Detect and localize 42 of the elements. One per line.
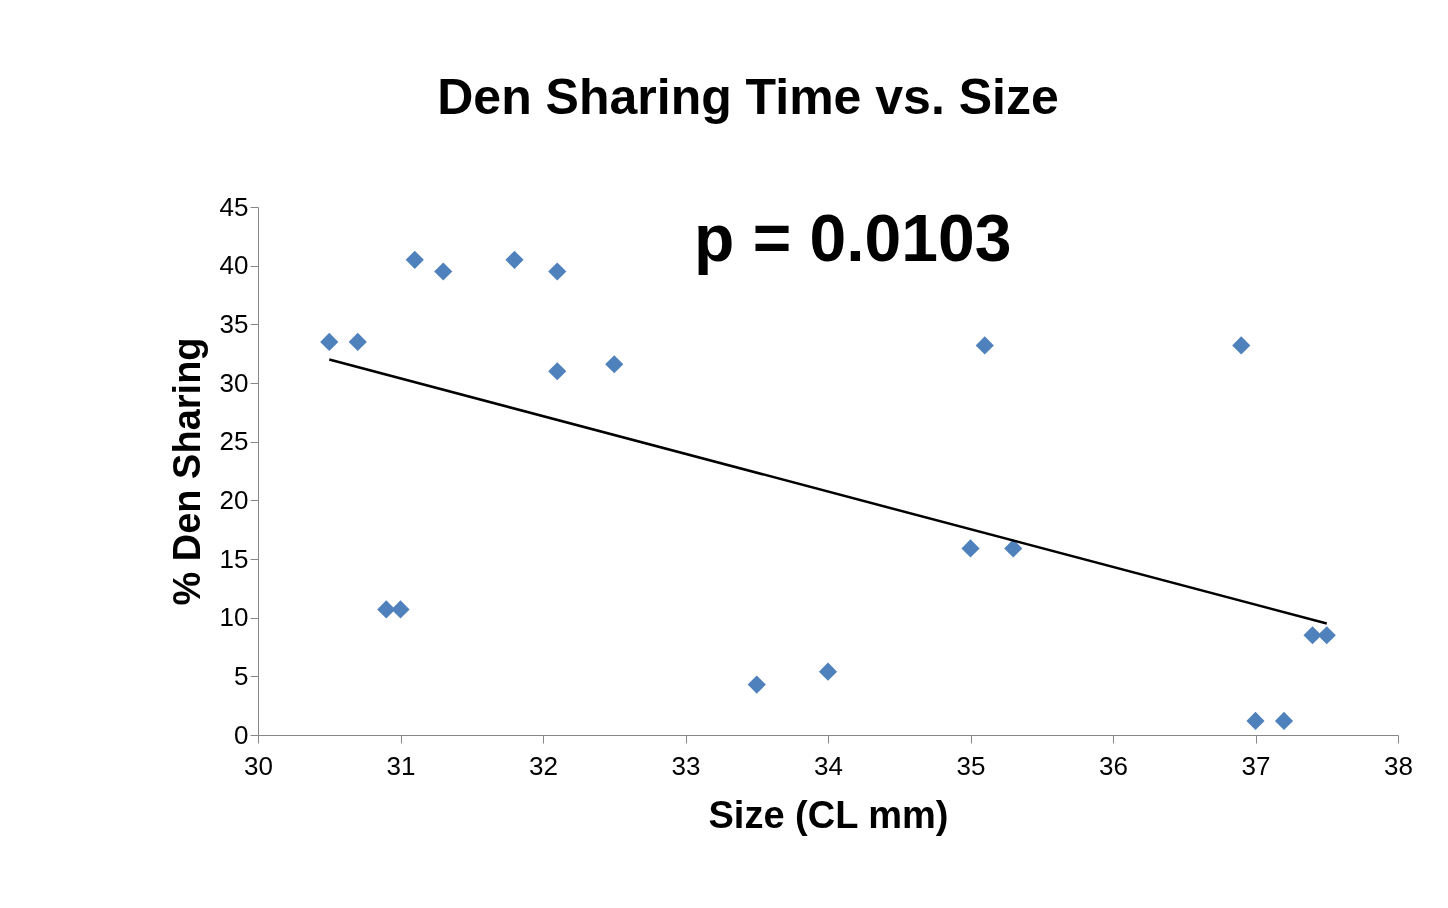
point bbox=[1274, 711, 1294, 730]
point bbox=[377, 600, 396, 619]
y-tick-label: 0 bbox=[234, 719, 249, 750]
point bbox=[1004, 539, 1023, 558]
x-tick-label: 32 bbox=[529, 750, 558, 781]
annotation: p = 0.0103 bbox=[694, 201, 1012, 275]
point bbox=[320, 332, 339, 352]
point bbox=[818, 662, 838, 681]
point bbox=[391, 600, 410, 619]
point bbox=[548, 362, 567, 381]
x-tick-label: 35 bbox=[956, 750, 986, 781]
y-tick-label: 40 bbox=[219, 250, 249, 281]
y-axis-title: % Den Sharing bbox=[165, 337, 208, 606]
point bbox=[548, 262, 567, 281]
x-tick-label: 38 bbox=[1384, 750, 1413, 781]
x-axis-title: Size (CL mm) bbox=[708, 793, 949, 836]
point bbox=[1246, 711, 1265, 730]
chart-title: Den Sharing Time vs. Size bbox=[437, 69, 1059, 125]
point bbox=[434, 262, 453, 281]
x-tick-label: 37 bbox=[1241, 750, 1271, 781]
point bbox=[975, 336, 994, 355]
x-tick-label: 34 bbox=[814, 750, 843, 781]
y-tick-label: 15 bbox=[219, 543, 249, 574]
y-tick-label: 20 bbox=[219, 484, 249, 515]
point bbox=[1232, 336, 1251, 355]
point bbox=[747, 675, 766, 694]
x-tick-label: 31 bbox=[386, 750, 416, 781]
point bbox=[505, 250, 524, 269]
y-tick-label: 30 bbox=[219, 367, 249, 398]
point bbox=[1303, 626, 1322, 645]
point bbox=[605, 355, 624, 374]
y-tick-label: 25 bbox=[219, 426, 249, 457]
point bbox=[405, 250, 424, 269]
point bbox=[961, 539, 980, 558]
y-tick-label: 5 bbox=[234, 660, 249, 691]
point bbox=[348, 332, 367, 352]
y-tick-label: 35 bbox=[219, 308, 249, 339]
x-tick-label: 33 bbox=[671, 750, 701, 781]
point bbox=[1317, 626, 1336, 645]
y-tick-label: 10 bbox=[219, 602, 249, 633]
x-tick-label: 36 bbox=[1099, 750, 1128, 781]
y-tick-label: 45 bbox=[219, 191, 249, 222]
